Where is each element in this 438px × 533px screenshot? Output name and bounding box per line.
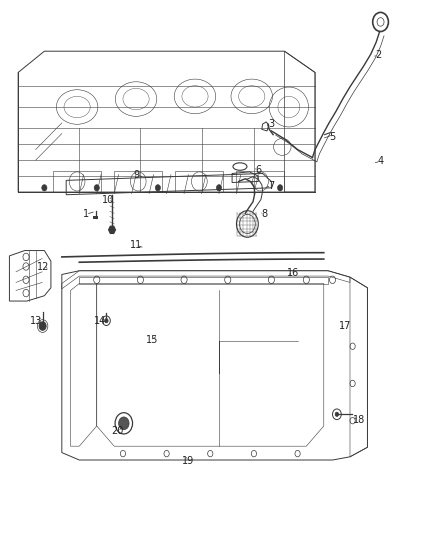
Circle shape	[42, 184, 47, 191]
Circle shape	[216, 184, 222, 191]
Text: 4: 4	[378, 156, 384, 166]
Text: 20: 20	[112, 426, 124, 437]
Text: 14: 14	[94, 316, 106, 326]
Bar	[93, 216, 99, 219]
Text: 19: 19	[182, 456, 194, 465]
Text: 16: 16	[287, 268, 299, 278]
Text: 9: 9	[133, 170, 139, 180]
Text: 3: 3	[268, 119, 275, 129]
Circle shape	[335, 412, 339, 416]
Text: 15: 15	[146, 335, 159, 345]
Text: 6: 6	[255, 165, 261, 175]
Circle shape	[119, 417, 129, 430]
Text: 17: 17	[339, 321, 352, 331]
Circle shape	[105, 319, 108, 323]
Text: 2: 2	[375, 51, 381, 60]
Polygon shape	[109, 226, 116, 233]
Text: 10: 10	[102, 195, 114, 205]
Text: 12: 12	[37, 262, 49, 271]
Text: 1: 1	[83, 209, 89, 220]
Text: 8: 8	[261, 209, 268, 220]
Text: 11: 11	[130, 240, 142, 250]
Circle shape	[39, 322, 46, 330]
Circle shape	[94, 184, 99, 191]
Text: 7: 7	[268, 181, 275, 191]
Circle shape	[155, 184, 160, 191]
Text: 5: 5	[329, 132, 336, 142]
Circle shape	[278, 184, 283, 191]
Text: 18: 18	[353, 415, 365, 425]
Text: 13: 13	[30, 316, 42, 326]
